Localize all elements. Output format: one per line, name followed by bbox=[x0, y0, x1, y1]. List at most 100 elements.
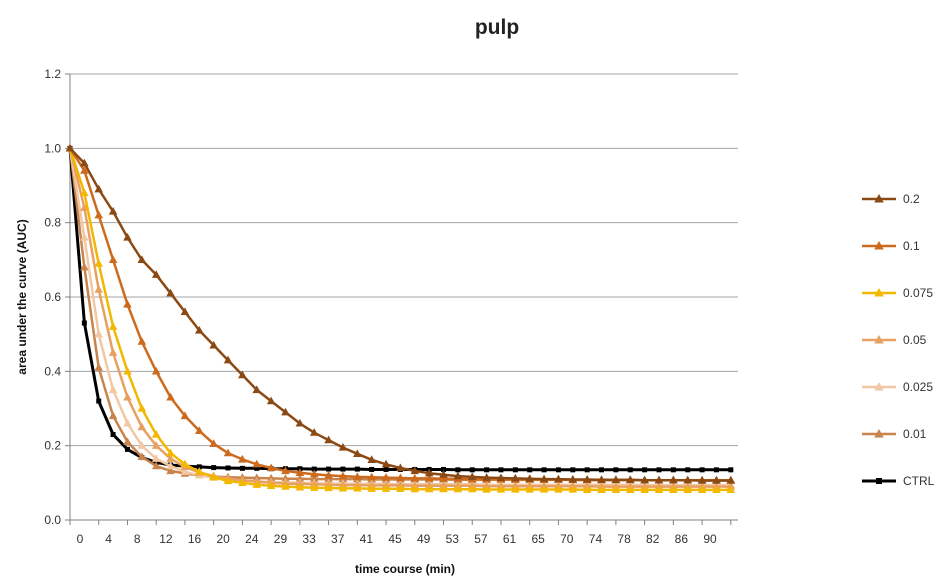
data-point bbox=[108, 411, 118, 420]
data-point bbox=[613, 467, 619, 473]
data-point bbox=[597, 475, 606, 484]
data-point bbox=[223, 448, 233, 457]
y-tick-label: 0.4 bbox=[44, 364, 61, 378]
data-point bbox=[94, 363, 104, 371]
data-point bbox=[196, 464, 202, 470]
data-point bbox=[311, 466, 317, 472]
data-point bbox=[266, 481, 276, 489]
data-point bbox=[309, 483, 319, 491]
data-point bbox=[295, 418, 305, 427]
data-point bbox=[340, 466, 346, 472]
data-point bbox=[541, 467, 547, 473]
data-point bbox=[295, 474, 305, 482]
data-point bbox=[683, 475, 692, 484]
data-point bbox=[309, 428, 319, 436]
data-point bbox=[539, 474, 549, 483]
legend-marker bbox=[874, 194, 884, 203]
data-point bbox=[108, 207, 118, 215]
data-point bbox=[295, 468, 305, 476]
data-point bbox=[166, 466, 175, 475]
data-point bbox=[467, 484, 477, 493]
data-point bbox=[238, 370, 247, 379]
data-point bbox=[324, 483, 333, 492]
data-point bbox=[381, 459, 391, 468]
data-point bbox=[180, 411, 190, 420]
series-line bbox=[68, 148, 731, 482]
data-point bbox=[439, 470, 448, 478]
y-tick-label: 0.6 bbox=[44, 290, 61, 304]
x-tick-label: 0 bbox=[77, 532, 84, 546]
data-point bbox=[108, 385, 118, 394]
data-point bbox=[326, 466, 332, 472]
data-point bbox=[223, 355, 233, 364]
data-point bbox=[697, 476, 707, 484]
series-line bbox=[68, 148, 731, 472]
series-line bbox=[68, 148, 731, 487]
x-tick-label: 24 bbox=[245, 532, 259, 546]
data-point bbox=[195, 467, 204, 475]
data-point bbox=[599, 467, 605, 473]
legend-marker bbox=[874, 335, 884, 344]
data-point bbox=[642, 467, 648, 473]
data-point bbox=[455, 467, 461, 473]
data-point bbox=[467, 472, 477, 481]
data-point bbox=[554, 474, 563, 483]
data-point bbox=[570, 467, 576, 473]
data-point bbox=[383, 466, 389, 472]
data-point bbox=[80, 166, 89, 174]
data-point bbox=[353, 472, 362, 481]
x-tick-label: 61 bbox=[503, 532, 517, 546]
data-point bbox=[353, 483, 362, 492]
data-point bbox=[525, 485, 534, 493]
data-point bbox=[584, 467, 590, 473]
data-point bbox=[670, 467, 676, 473]
data-point bbox=[180, 467, 190, 475]
data-point bbox=[266, 396, 276, 405]
data-point bbox=[137, 452, 147, 460]
data-point bbox=[453, 471, 463, 480]
x-tick-label: 37 bbox=[331, 532, 345, 546]
data-point bbox=[354, 466, 360, 472]
data-point bbox=[166, 288, 175, 297]
data-point bbox=[369, 466, 375, 472]
data-point bbox=[123, 392, 132, 401]
data-point bbox=[266, 463, 276, 472]
x-tick-label: 16 bbox=[188, 532, 202, 546]
x-tick-label: 53 bbox=[446, 532, 460, 546]
data-point bbox=[123, 366, 132, 375]
y-tick-labels: 0.0 0.2 0.4 0.6 0.8 1.0 1.2 bbox=[44, 67, 61, 527]
legend-item: 0.05 bbox=[862, 333, 927, 347]
data-point bbox=[712, 485, 721, 494]
data-point bbox=[209, 439, 218, 447]
data-point bbox=[410, 484, 420, 493]
data-point bbox=[324, 470, 333, 479]
data-point bbox=[656, 467, 662, 473]
data-point bbox=[108, 348, 118, 356]
data-point bbox=[238, 454, 247, 463]
x-tick-label: 65 bbox=[532, 532, 546, 546]
data-point bbox=[123, 233, 132, 241]
x-tick-label: 29 bbox=[274, 532, 288, 546]
legend-label: 0.025 bbox=[903, 380, 933, 394]
data-point bbox=[640, 475, 649, 484]
series-line bbox=[68, 147, 731, 492]
legend-marker bbox=[876, 478, 882, 484]
data-point bbox=[65, 143, 75, 152]
legend-item: 0.025 bbox=[862, 380, 933, 394]
data-point bbox=[137, 337, 147, 345]
data-point bbox=[669, 475, 678, 484]
data-point bbox=[123, 418, 132, 427]
data-point bbox=[338, 443, 348, 451]
axes bbox=[65, 73, 738, 525]
data-point bbox=[424, 473, 434, 482]
y-tick-label: 0.8 bbox=[44, 216, 61, 230]
data-point bbox=[726, 476, 736, 484]
data-point bbox=[482, 473, 491, 481]
data-point bbox=[439, 474, 448, 482]
series-0.01 bbox=[65, 143, 736, 484]
data-point bbox=[80, 158, 89, 167]
x-tick-label: 4 bbox=[105, 532, 112, 546]
data-point bbox=[441, 466, 447, 472]
data-point bbox=[94, 210, 104, 219]
